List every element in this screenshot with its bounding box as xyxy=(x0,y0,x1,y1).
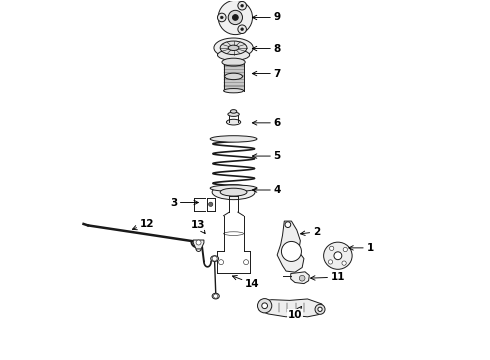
Circle shape xyxy=(228,10,243,24)
Circle shape xyxy=(285,222,291,228)
Text: 1: 1 xyxy=(349,243,374,253)
Circle shape xyxy=(258,298,272,313)
Text: 14: 14 xyxy=(232,275,260,289)
Ellipse shape xyxy=(230,110,237,113)
Ellipse shape xyxy=(220,188,247,196)
Polygon shape xyxy=(259,299,323,317)
Ellipse shape xyxy=(210,136,257,142)
Ellipse shape xyxy=(212,293,220,299)
Ellipse shape xyxy=(222,58,245,66)
Polygon shape xyxy=(291,272,309,284)
Circle shape xyxy=(328,260,333,264)
Circle shape xyxy=(342,261,346,265)
Circle shape xyxy=(262,303,268,309)
Text: 4: 4 xyxy=(252,185,281,195)
Circle shape xyxy=(218,13,226,22)
Text: 8: 8 xyxy=(252,44,281,54)
Polygon shape xyxy=(277,221,304,272)
Text: 3: 3 xyxy=(170,198,198,207)
Circle shape xyxy=(299,275,305,281)
Circle shape xyxy=(214,294,218,298)
Text: 5: 5 xyxy=(252,151,281,161)
Ellipse shape xyxy=(228,112,239,116)
Text: 6: 6 xyxy=(252,118,281,128)
Circle shape xyxy=(241,4,244,7)
Circle shape xyxy=(212,256,217,261)
Ellipse shape xyxy=(228,45,239,50)
Text: 2: 2 xyxy=(300,227,320,237)
Circle shape xyxy=(281,242,301,261)
Ellipse shape xyxy=(214,38,253,58)
Text: 9: 9 xyxy=(252,13,281,22)
Polygon shape xyxy=(193,240,204,249)
Text: 12: 12 xyxy=(132,219,154,230)
Circle shape xyxy=(315,304,325,314)
Ellipse shape xyxy=(323,242,352,269)
Circle shape xyxy=(238,25,246,33)
Ellipse shape xyxy=(210,185,257,192)
Circle shape xyxy=(343,247,347,252)
Circle shape xyxy=(318,307,322,311)
Ellipse shape xyxy=(212,185,255,200)
Circle shape xyxy=(330,246,334,251)
Circle shape xyxy=(218,0,252,35)
Text: 10: 10 xyxy=(288,306,302,320)
Circle shape xyxy=(219,260,223,265)
Circle shape xyxy=(232,15,238,20)
Ellipse shape xyxy=(224,73,243,80)
Circle shape xyxy=(220,16,223,19)
Ellipse shape xyxy=(211,256,219,261)
Circle shape xyxy=(244,260,248,265)
Ellipse shape xyxy=(334,252,342,260)
Ellipse shape xyxy=(223,89,244,93)
Ellipse shape xyxy=(226,119,241,125)
Circle shape xyxy=(238,1,246,10)
Text: 7: 7 xyxy=(252,68,281,78)
Ellipse shape xyxy=(220,41,247,55)
Ellipse shape xyxy=(218,50,249,60)
Circle shape xyxy=(209,202,213,206)
Circle shape xyxy=(241,28,244,31)
Text: 11: 11 xyxy=(311,272,345,282)
Circle shape xyxy=(196,240,201,245)
Text: 13: 13 xyxy=(191,220,206,234)
